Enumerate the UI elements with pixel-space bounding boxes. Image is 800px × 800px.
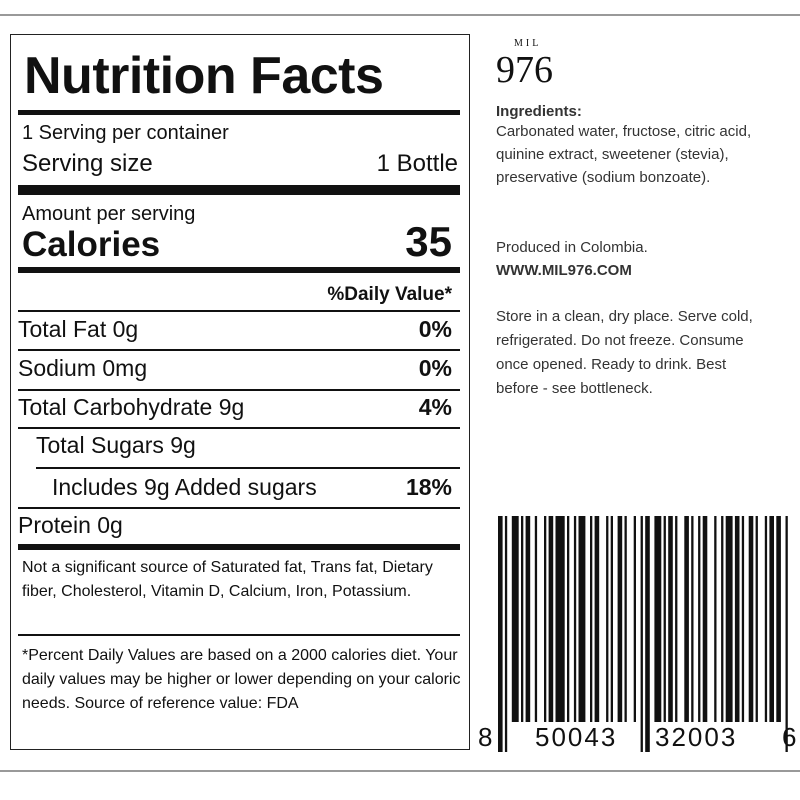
nutrient-row: Total Fat 0g 0% [18,316,452,343]
barcode-bar [691,516,694,722]
barcode-bar [702,516,708,722]
barcode [498,516,788,752]
nutrient-dv: 4% [418,394,452,420]
serving-size-value: 1 Bottle [376,150,458,177]
footnote: *Percent Daily Values are based on a 200… [22,647,461,712]
barcode-bar [640,516,643,752]
barcode-bar [590,516,593,722]
barcode-bar [741,516,745,722]
barcode-bar [606,516,609,722]
produced: Produced in Colombia. [496,239,648,256]
nutrient-dv: 0% [418,316,452,342]
barcode-bar [521,516,524,722]
nutrient-label: Protein 0g [18,512,123,538]
barcode-bar [525,516,531,722]
nutrient-row: Total Sugars 9g [36,432,452,459]
barcode-bar [498,516,503,752]
barcode-digit: 8 [478,722,493,752]
storage: Store in a clean, dry place. Serve cold,… [496,308,753,397]
barcode-bar [573,516,577,722]
nutrient-label: Sodium 0mg [18,355,148,381]
serving-size-label: Serving size [22,150,153,177]
barcode-bar [645,516,650,752]
rule [18,507,460,509]
barcode-digit: 50043 [535,722,618,752]
nutrition-panel [10,34,470,750]
nutrient-row: Includes 9g Added sugars 18% [52,474,452,501]
barcode-bar [785,516,788,752]
barcode-bar [755,516,758,722]
barcode-bar [776,516,781,722]
ingredients-heading: Ingredients: [496,103,582,120]
amount-per-serving: Amount per serving [22,203,196,225]
barcode-bar [624,516,627,722]
rule [18,110,460,115]
brand-small: MIL [514,38,542,49]
barcode-bar [721,516,724,722]
barcode-bar [734,516,740,722]
rule [18,634,460,636]
barcode-digit: 32003 [655,722,738,752]
barcode-digit: 6 [782,722,797,752]
nutrient-label: Total Fat 0g [18,316,139,342]
barcode-bar [769,516,774,722]
nutrient-dv: 18% [405,474,452,500]
rule [36,467,460,469]
calories-label: Calories [22,225,161,264]
rule [18,389,460,391]
barcode-bar [555,516,565,722]
daily-value-header: %Daily Value* [327,284,452,305]
barcode-bar [633,516,636,722]
barcode-bar [617,516,623,722]
servings: 1 Serving per container [22,122,229,144]
barcode-bar [654,516,662,722]
border-top [0,14,800,16]
rule [18,349,460,351]
barcode-bar [764,516,768,722]
barcode-bar [610,516,613,722]
barcode-bar [684,516,689,722]
barcode-bar [663,516,666,722]
barcode-bar [544,516,547,722]
barcode-bar [504,516,508,752]
barcode-bar [594,516,600,722]
nutrient-label: Total Carbohydrate 9g [18,394,245,420]
barcode-bar [668,516,673,722]
nutrient-row: Total Carbohydrate 9g 4% [18,394,452,421]
nutrient-row: Protein 0g [18,512,452,539]
rule [18,267,460,273]
barcode-bar [748,516,754,722]
rule [18,544,460,550]
nutrition-title: Nutrition Facts [24,47,384,105]
barcode-bar [675,516,678,722]
calories-value: 35 [405,218,452,265]
nutrient-label: Total Sugars 9g [36,432,196,458]
footnote: Not a significant source of Saturated fa… [22,559,433,600]
barcode-bar [578,516,586,722]
barcode-bar [548,516,554,722]
rule [18,427,460,429]
barcode-bar [725,516,733,722]
website: WWW.MIL976.COM [496,262,632,279]
barcode-bar [534,516,538,722]
brand-number: 976 [496,49,553,91]
nutrient-dv: 0% [418,355,452,381]
border-bottom [0,770,800,772]
barcode-bar [511,516,519,722]
nutrient-label: Includes 9g Added sugars [52,474,317,500]
rule [18,185,460,195]
barcode-bar [714,516,717,722]
barcode-bar [567,516,570,722]
rule [18,310,460,312]
barcode-bar [698,516,701,722]
ingredients: Carbonated water, fructose, citric acid,… [496,123,752,186]
nutrient-row: Sodium 0mg 0% [18,355,452,382]
